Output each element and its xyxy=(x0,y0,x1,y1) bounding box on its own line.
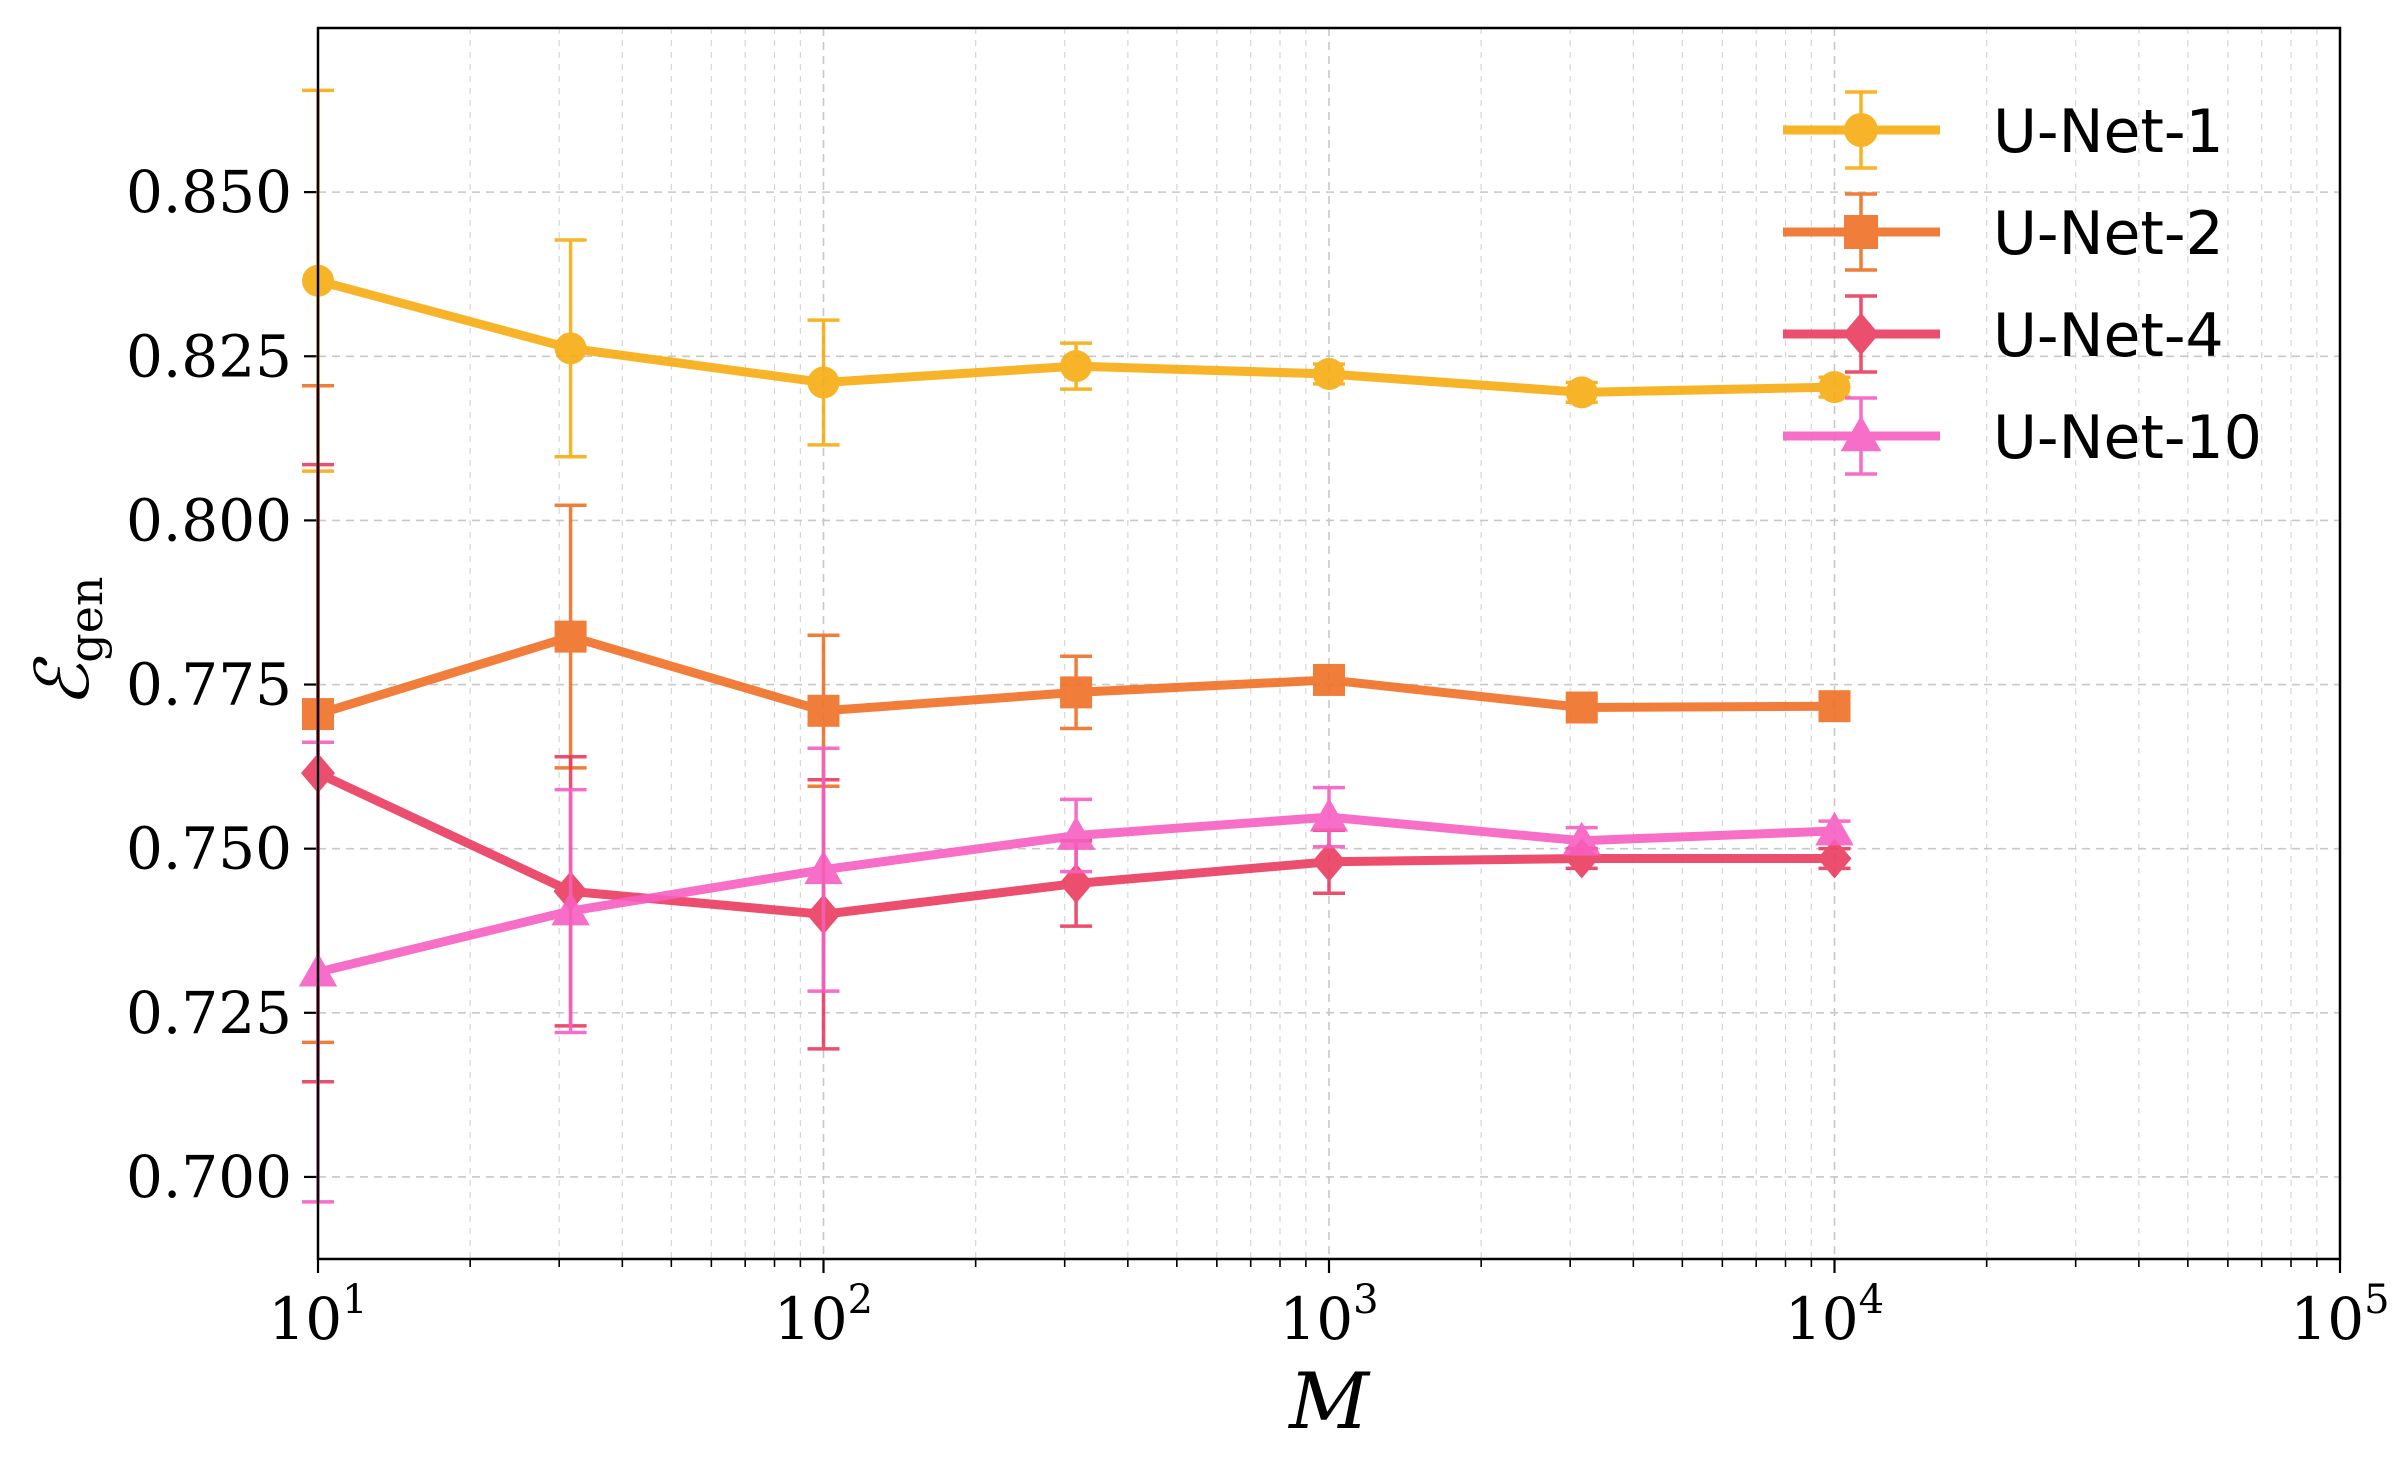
data-point xyxy=(807,694,840,727)
data-point xyxy=(1059,863,1094,904)
x-tick-base: 10 xyxy=(268,1285,342,1353)
y-axis-label: ℰgen xyxy=(20,576,113,707)
x-tick-label: 101 xyxy=(268,1277,367,1353)
x-tick-label: 105 xyxy=(2290,1277,2389,1353)
data-point xyxy=(1815,811,1854,846)
svg-text:ℰgen: ℰgen xyxy=(20,576,113,707)
x-tick-exponent: 2 xyxy=(848,1277,873,1323)
legend: U-Net-1 U-Net-2 U-Net-4 U-Net-10 xyxy=(1783,90,2262,476)
x-tick-base: 10 xyxy=(774,1285,848,1353)
legend-marker xyxy=(1840,415,1882,452)
y-axis-label-main: ℰ xyxy=(20,656,106,708)
legend-marker xyxy=(1844,113,1878,147)
y-tick-label: 0.800 xyxy=(126,486,292,554)
data-point xyxy=(1818,690,1851,723)
data-point xyxy=(554,620,587,653)
data-point xyxy=(807,366,840,399)
x-axis-label: M xyxy=(1287,1357,1371,1447)
data-point xyxy=(1817,838,1852,879)
legend-label: U-Net-4 xyxy=(1993,301,2224,371)
data-point xyxy=(804,850,843,885)
legend-item-u-net-1 xyxy=(1783,90,1940,170)
legend-label: U-Net-10 xyxy=(1993,403,2262,473)
series xyxy=(298,88,1854,1204)
data-point xyxy=(1818,371,1851,404)
data-point xyxy=(1056,816,1096,850)
legend-item-u-net-10 xyxy=(1783,396,1940,476)
legend-item-u-net-2 xyxy=(1783,192,1940,272)
data-point xyxy=(1312,841,1346,882)
x-ticks: 101 102 103 104 105 xyxy=(268,1259,2390,1353)
data-point xyxy=(551,891,590,926)
data-point xyxy=(1562,821,1601,856)
y-ticks: 0.700 0.725 0.750 0.775 0.800 0.825 0.850 xyxy=(126,158,318,1211)
x-tick-base: 10 xyxy=(1279,1285,1353,1353)
legend-item-u-net-4 xyxy=(1783,294,1940,374)
x-tick-label: 104 xyxy=(1785,1277,1884,1353)
legend-marker xyxy=(1842,312,1880,356)
data-point xyxy=(1060,350,1093,383)
grid xyxy=(317,28,2341,1259)
y-tick-label: 0.775 xyxy=(126,651,292,719)
data-point xyxy=(1565,691,1598,724)
data-point xyxy=(554,332,587,365)
x-tick-exponent: 4 xyxy=(1859,1277,1884,1323)
data-point xyxy=(1309,797,1349,832)
y-axis-label-sub: gen xyxy=(59,576,113,662)
data-point xyxy=(1313,663,1345,696)
legend-label: U-Net-1 xyxy=(1993,97,2224,167)
y-tick-label: 0.700 xyxy=(126,1143,292,1211)
x-tick-exponent: 3 xyxy=(1353,1277,1378,1323)
x-tick-base: 10 xyxy=(2290,1285,2364,1353)
data-point xyxy=(1313,357,1345,390)
plot-frame xyxy=(316,26,2342,1261)
x-tick-exponent: 1 xyxy=(342,1277,367,1323)
y-tick-label: 0.725 xyxy=(126,979,292,1047)
y-tick-label: 0.850 xyxy=(126,158,292,226)
x-tick-base: 10 xyxy=(1785,1285,1859,1353)
x-tick-exponent: 5 xyxy=(2364,1277,2389,1323)
series-u-net-1 xyxy=(302,88,1851,473)
y-tick-label: 0.825 xyxy=(126,322,292,390)
data-point xyxy=(1565,376,1598,409)
legend-label: U-Net-2 xyxy=(1993,199,2224,269)
y-tick-label: 0.750 xyxy=(126,815,292,883)
legend-marker xyxy=(1844,215,1878,249)
x-tick-label: 102 xyxy=(774,1277,873,1353)
x-tick-label: 103 xyxy=(1279,1277,1378,1353)
data-point xyxy=(1060,676,1093,709)
